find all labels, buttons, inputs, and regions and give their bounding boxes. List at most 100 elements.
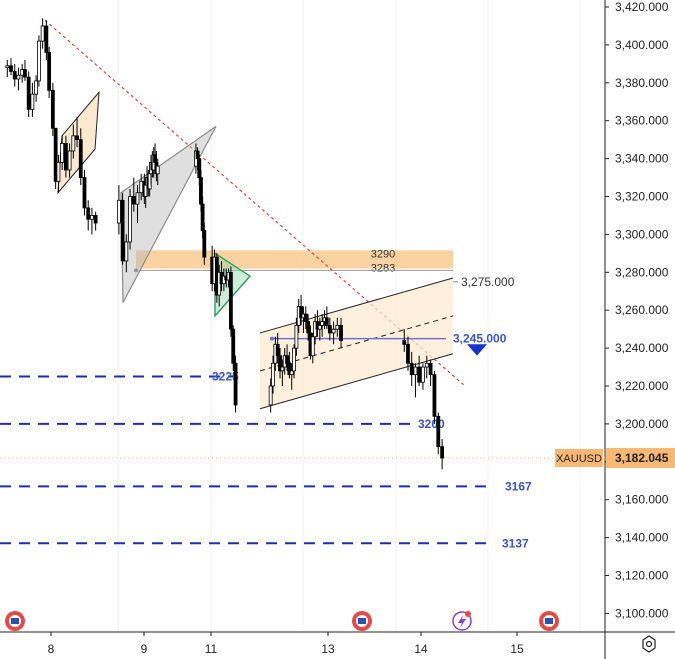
candle-down (324, 317, 329, 326)
y-tick-label: 3,200.000 (615, 417, 669, 431)
candle-down (78, 139, 83, 178)
last-price-tag (606, 447, 675, 468)
candle-down (197, 158, 202, 178)
candle-down (417, 366, 422, 383)
candle-down (428, 362, 433, 376)
supply-zone (136, 250, 453, 269)
candle-down (44, 25, 49, 53)
y-tick-label: 3,400.000 (615, 38, 669, 52)
target-level-label: 3200 (418, 417, 445, 431)
candle-up (37, 40, 41, 82)
candle-down (200, 203, 205, 232)
candle-up (292, 347, 296, 372)
zone-anchor (134, 268, 138, 273)
candle-down (120, 199, 125, 262)
candle-up (90, 215, 94, 220)
y-tick-label: 3,120.000 (615, 569, 669, 583)
y-tick-label: 3,420.000 (615, 0, 669, 14)
candle-up (71, 135, 76, 152)
channel-midline (259, 315, 454, 372)
candle-up (40, 25, 45, 42)
settings-gear-hub (645, 640, 653, 648)
settings-gear-icon (642, 635, 656, 653)
candle-up (310, 336, 315, 357)
zone-top-label: 3290 (371, 248, 395, 260)
candle-down (202, 230, 207, 258)
target-level-label: 3137 (502, 536, 529, 550)
candle-up (124, 241, 129, 262)
symbol-label: XAUUSD (556, 453, 602, 465)
candle-down (406, 343, 410, 364)
candle-down (9, 65, 13, 72)
candle-down (285, 355, 289, 364)
y-tick-label: 3,280.000 (615, 265, 669, 279)
candle-down (82, 177, 87, 209)
y-tick-label: 3,300.000 (615, 227, 669, 241)
candle-down (195, 150, 200, 160)
candle-down (233, 362, 238, 406)
candle-down (436, 415, 441, 448)
us-event-flag-icon-canton (545, 618, 553, 624)
candle-up (56, 161, 61, 182)
candle-up (280, 366, 285, 372)
y-tick-label: 3,140.000 (615, 531, 669, 545)
y-tick-label: 3,360.000 (615, 114, 669, 128)
candle-up (271, 362, 275, 387)
down-arrow-icon (467, 344, 487, 356)
candle-down (275, 343, 280, 357)
candle-down (306, 321, 311, 334)
candle-down (131, 196, 136, 205)
y-tick-label: 3,380.000 (615, 76, 669, 90)
candle-up (268, 385, 273, 406)
candle-down (402, 340, 407, 345)
candle-down (228, 271, 233, 330)
channel-top-label: 3,275.000 (461, 275, 515, 289)
candle-up (116, 199, 121, 224)
candle-up (155, 165, 160, 175)
x-tick-label: 14 (414, 642, 428, 656)
retest-label: 3,245.000 (453, 332, 507, 346)
candle-up (30, 93, 35, 110)
candle-down (23, 69, 27, 78)
last-price-label: 3,182.045 (615, 451, 669, 465)
x-tick-label: 9 (141, 642, 148, 656)
candle-down (199, 177, 203, 205)
candle-up (413, 366, 418, 376)
candle-up (331, 328, 336, 334)
candle-up (16, 74, 21, 80)
lightning-event-icon (452, 611, 472, 631)
candle-up (139, 180, 144, 194)
y-tick-label: 3,260.000 (615, 303, 669, 317)
candle-down (26, 76, 31, 110)
candle-down (93, 215, 98, 224)
candle-up (128, 196, 132, 243)
zone-bottom-label: 3283 (371, 263, 395, 275)
candle-down (86, 207, 91, 220)
symbol-tag (555, 448, 603, 467)
candle-up (294, 324, 299, 349)
candle-down (339, 324, 343, 341)
candle-down (409, 362, 414, 376)
candle-up (135, 192, 140, 205)
candle-up (60, 143, 65, 163)
y-tick-label: 3,160.000 (615, 493, 669, 507)
candle-down (47, 52, 52, 91)
candle-down (299, 306, 303, 319)
lightning-bolt-icon (458, 615, 466, 628)
channel-lower-line (259, 353, 454, 410)
candle-down (303, 313, 308, 322)
y-tick-label: 3,100.000 (615, 606, 669, 620)
candle-down (12, 71, 17, 80)
candle-up (424, 362, 429, 368)
x-tick-label: 15 (510, 642, 524, 656)
x-tick-label: 8 (48, 642, 55, 656)
candle-up (421, 366, 425, 383)
candle-up (289, 370, 294, 376)
candle-down (432, 374, 437, 417)
candle-down (327, 324, 332, 334)
y-tick-label: 3,340.000 (615, 152, 669, 166)
y-tick-label: 3,320.000 (615, 190, 669, 204)
candle-down (287, 362, 292, 376)
